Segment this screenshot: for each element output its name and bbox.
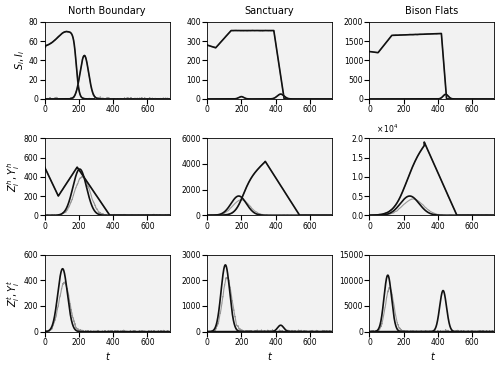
Y-axis label: $S_i, I_i$: $S_i, I_i$ (14, 50, 27, 70)
X-axis label: t: t (268, 353, 272, 362)
Title: Sanctuary: Sanctuary (244, 6, 294, 15)
Title: Bison Flats: Bison Flats (406, 6, 458, 15)
Y-axis label: $Z_i^t, Y_i^t$: $Z_i^t, Y_i^t$ (6, 280, 22, 307)
Y-axis label: $Z_i^h, Y_i^h$: $Z_i^h, Y_i^h$ (6, 162, 22, 192)
Text: $\times\,10^4$: $\times\,10^4$ (376, 123, 398, 135)
Title: North Boundary: North Boundary (68, 6, 146, 15)
X-axis label: t: t (105, 353, 109, 362)
X-axis label: t: t (430, 353, 434, 362)
